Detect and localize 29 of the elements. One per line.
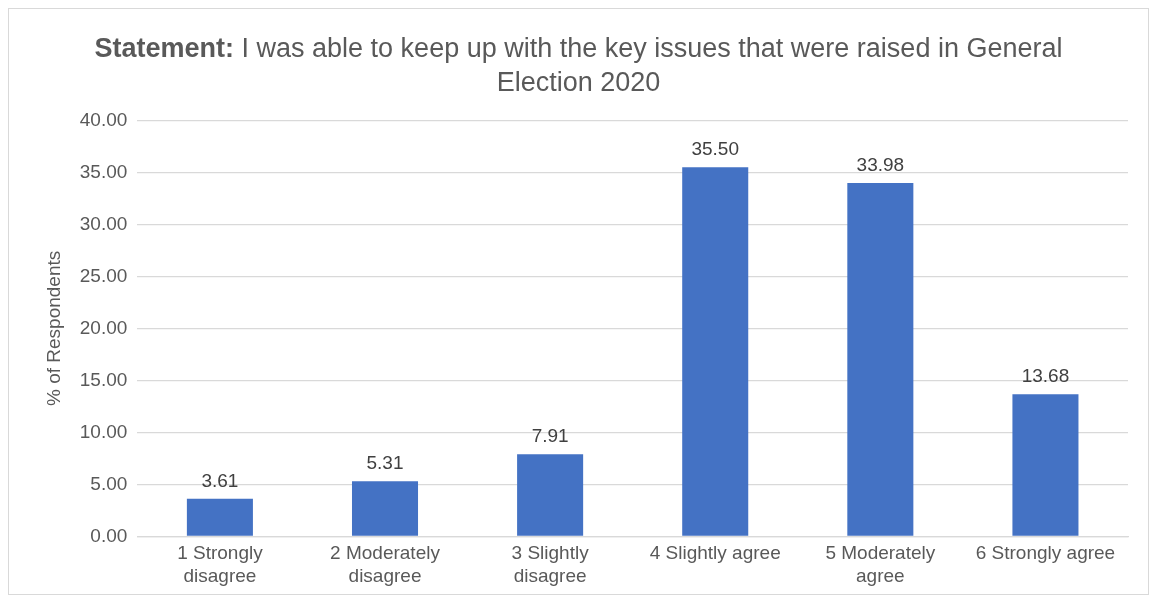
data-label: 3.61 — [201, 469, 239, 491]
data-label: 35.50 — [691, 137, 739, 159]
y-tick-label: 0.00 — [90, 524, 128, 546]
x-tick-label: 4 Slightly agree — [649, 542, 781, 564]
x-tick-label: 5 Moderately agree — [825, 542, 936, 586]
bar — [847, 183, 914, 536]
y-tick-label: 40.00 — [79, 108, 128, 130]
bar — [351, 481, 419, 536]
data-label: 5.31 — [366, 451, 404, 473]
bar — [1012, 394, 1079, 536]
bar — [517, 454, 584, 536]
x-tick-label: 3 Slightly disagree — [511, 542, 590, 586]
data-label: 33.98 — [856, 153, 905, 175]
x-tick-label: 6 Strongly agree — [975, 542, 1116, 564]
bar — [186, 498, 253, 536]
y-tick-label: 20.00 — [79, 316, 128, 338]
y-axis-title: % of Respondents — [42, 250, 64, 407]
bar — [682, 167, 749, 536]
y-tick-label: 35.00 — [79, 160, 128, 182]
chart-title: Statement: I was able to keep up with the key issues that were raised in General Election 2020 — [93, 32, 1064, 99]
x-tick-label: 1 Strongly disagree — [177, 542, 264, 586]
y-tick-label: 5.00 — [90, 472, 128, 494]
data-label: 13.68 — [1021, 364, 1070, 386]
x-tick-label: 2 Moderately disagree — [330, 542, 441, 586]
y-tick-label: 10.00 — [79, 420, 128, 442]
y-tick-label: 30.00 — [79, 212, 128, 234]
data-label: 7.91 — [531, 424, 569, 446]
y-tick-label: 25.00 — [79, 264, 128, 286]
y-tick-label: 15.00 — [79, 368, 128, 390]
